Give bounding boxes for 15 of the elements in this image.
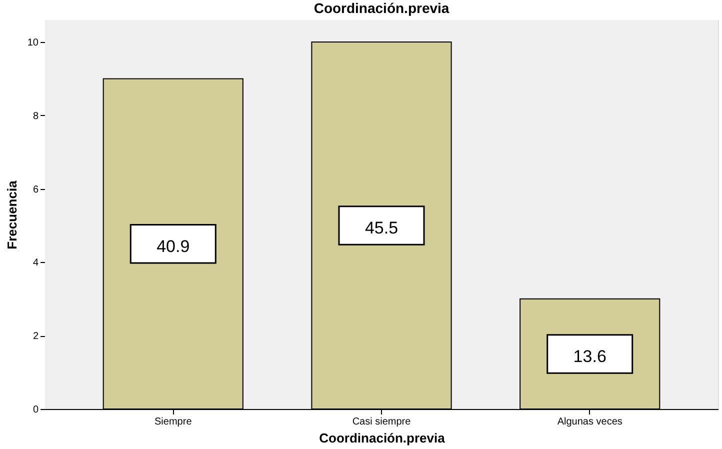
y-tick-label: 8 <box>32 110 39 122</box>
x-tick-label: Casi siempre <box>352 416 412 428</box>
chart-title: Coordinación.previa <box>314 0 450 16</box>
y-tick-label: 4 <box>32 258 39 269</box>
x-axis-title: Coordinación.previa <box>319 430 446 446</box>
y-tick-label: 2 <box>32 331 39 342</box>
x-tick-label: Siempre <box>154 416 192 428</box>
y-axis-title: Frecuencia <box>4 180 20 250</box>
y-tick-label: 6 <box>32 184 39 196</box>
annotation: 45.5 <box>364 218 398 238</box>
annotation: 40.9 <box>156 236 190 256</box>
x-tick-label: Algunas veces <box>557 416 622 428</box>
y-tick-label: 0 <box>32 404 39 416</box>
annotation: 13.6 <box>573 346 606 366</box>
y-tick-label: 10 <box>27 38 39 49</box>
